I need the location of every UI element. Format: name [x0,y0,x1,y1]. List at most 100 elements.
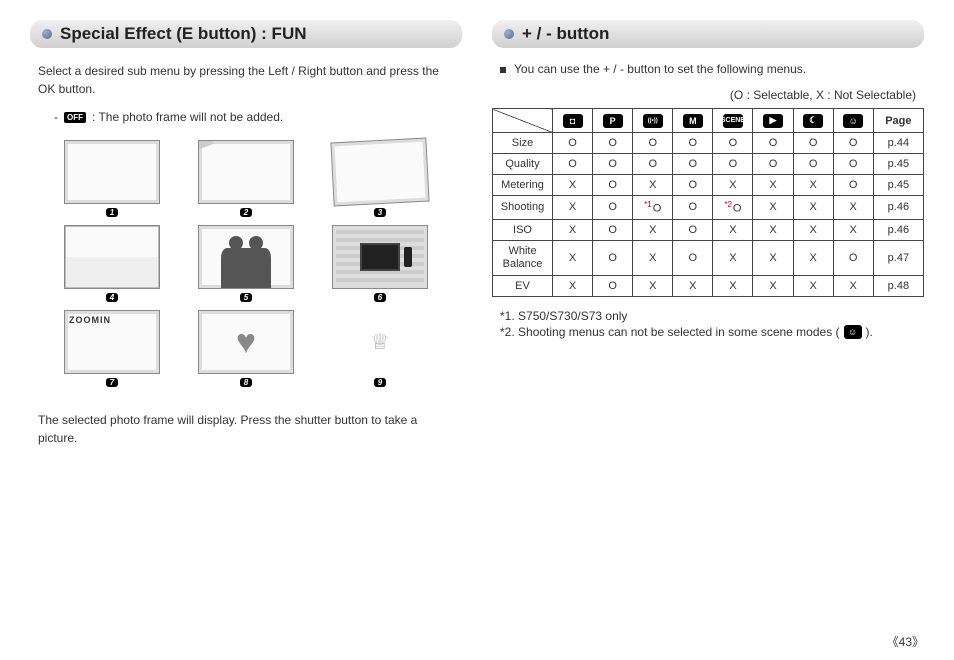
row-header: Metering [493,175,553,196]
auto-icon: ◘ [563,114,583,128]
frame-label: 2 [240,208,252,217]
page-ref-cell: p.46 [873,219,923,240]
mode-header: ☺ [833,109,873,133]
left-outro: The selected photo frame will display. P… [38,411,454,447]
page-ref-cell: p.47 [873,240,923,275]
table-legend: (O : Selectable, X : Not Selectable) [500,88,916,102]
table-cell: X [553,219,593,240]
table-cell: X [793,175,833,196]
right-header: + / - button [492,20,924,48]
frame-thumb-zoomin: ZOOMIN [64,310,160,374]
table-cell: O [833,240,873,275]
frame-label: 3 [374,208,386,217]
frame-cell: 6 [322,225,438,302]
table-cell: X [833,219,873,240]
scene-icon: SCENE [723,114,743,128]
table-cell: O [553,154,593,175]
frame-label: 6 [374,293,386,302]
portrait-icon: ☺ [843,114,863,128]
footnote-2-post: ). [866,325,873,339]
table-cell: O [673,196,713,220]
table-cell: X [713,219,753,240]
frame-thumb-tv [332,225,428,289]
table-cell: O [673,133,713,154]
frame-label: 1 [106,208,118,217]
table-cell: O [673,154,713,175]
table-cell: X [793,240,833,275]
table-cell: O [593,175,633,196]
row-header: WhiteBalance [493,240,553,275]
table-cell: X [753,240,793,275]
table-cell: O [713,133,753,154]
frame-cell: ♥8 [188,310,304,387]
mode-header: ((•)) [633,109,673,133]
table-cell: O [553,133,593,154]
frame-cell: 4 [54,225,170,302]
page-ref-cell: p.46 [873,196,923,220]
manual-icon: M [683,114,703,128]
right-intro: You can use the + / - button to set the … [514,62,806,76]
table-cell: O [833,154,873,175]
frame-cell: 2 [188,140,304,217]
table-cell: X [673,276,713,297]
night-icon: ☾ [803,114,823,128]
table-cell: O [593,240,633,275]
program-icon: P [603,114,623,128]
page-header-cell: Page [873,109,923,133]
frame-thumb-crown: ♕ [332,310,428,374]
frame-label: 7 [106,378,118,387]
frame-label: 4 [106,293,118,302]
table-cell: X [753,276,793,297]
table-cell: O [673,240,713,275]
table-cell: O [633,154,673,175]
table-cell: *1O [633,196,673,220]
page-ref-cell: p.44 [873,133,923,154]
square-bullet-icon [500,67,506,73]
table-cell: X [553,175,593,196]
footnote-1: *1. S750/S730/S73 only [500,309,916,323]
page-ref-cell: p.48 [873,276,923,297]
off-badge-icon: OFF [64,112,86,123]
table-cell: X [553,240,593,275]
table-corner [493,109,553,133]
scene-mode-icon: ☺ [844,325,862,339]
table-cell: X [833,276,873,297]
mode-header: ◘ [553,109,593,133]
table-cell: X [793,276,833,297]
frame-thumb-heart: ♥ [198,310,294,374]
right-intro-row: You can use the + / - button to set the … [500,62,916,76]
row-header: EV [493,276,553,297]
table-cell: O [793,154,833,175]
table-cell: O [753,154,793,175]
mode-header: SCENE [713,109,753,133]
page-ref-cell: p.45 [873,175,923,196]
frame-thumb-plain [64,140,160,204]
footnote-2-pre: *2. Shooting menus can not be selected i… [500,325,840,339]
mode-header: M [673,109,713,133]
table-cell: X [753,219,793,240]
table-cell: O [673,175,713,196]
table-cell: X [753,175,793,196]
frame-cell: 1 [54,140,170,217]
off-note: - OFF : The photo frame will not be adde… [54,110,454,124]
frame-cell: ZOOMIN 7 [54,310,170,387]
table-cell: O [593,219,633,240]
page-ref-cell: p.45 [873,154,923,175]
table-cell: O [833,133,873,154]
mode-header: ☾ [793,109,833,133]
table-cell: O [713,154,753,175]
frame-cell: ♕9 [322,310,438,387]
left-header: Special Effect (E button) : FUN [30,20,462,48]
frame-cell: 5 [188,225,304,302]
table-cell: X [833,196,873,220]
table-cell: X [753,196,793,220]
frame-thumb-couple [198,225,294,289]
table-cell: X [793,219,833,240]
mode-header: ▶ [753,109,793,133]
frame-thumb-tape [198,140,294,204]
table-cell: O [593,196,633,220]
table-cell: X [633,219,673,240]
row-header: Size [493,133,553,154]
frame-thumb-rot [330,138,429,207]
right-column: + / - button You can use the + / - butto… [492,20,924,457]
